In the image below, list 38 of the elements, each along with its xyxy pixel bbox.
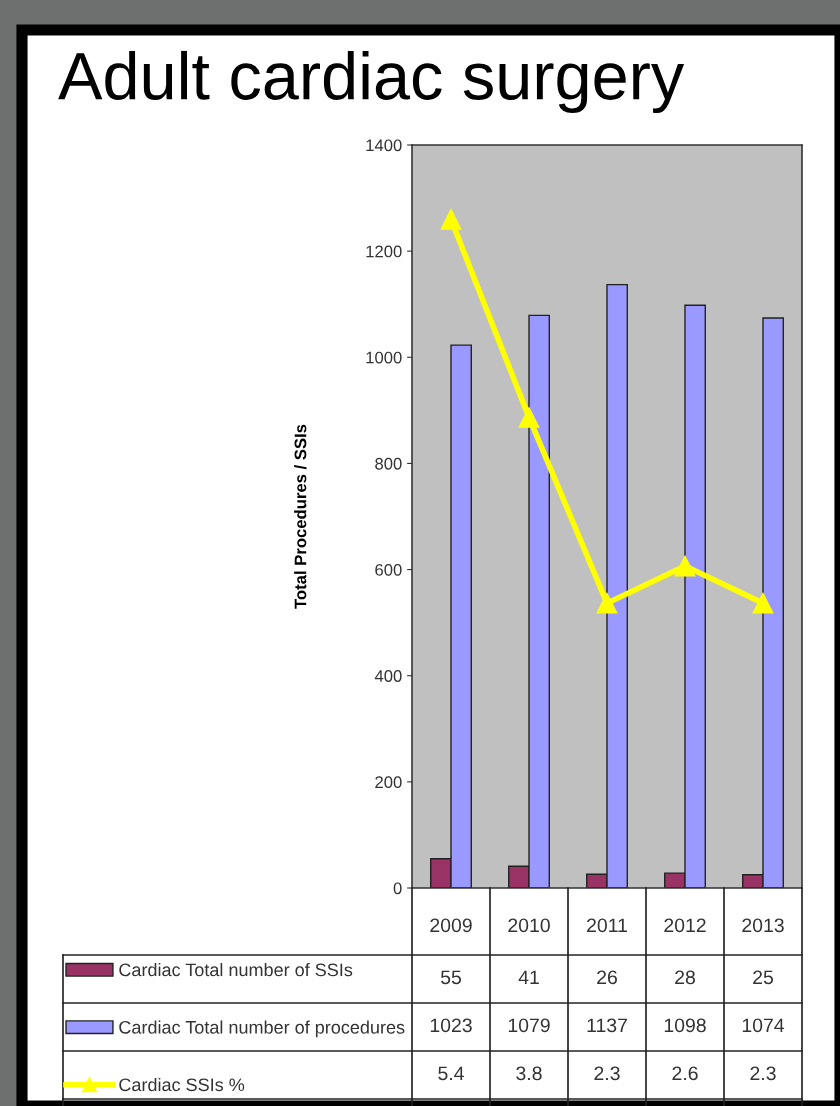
y-tick-label: 400 bbox=[374, 670, 402, 682]
chart-title: Adult cardiac surgery bbox=[58, 50, 685, 114]
point bbox=[674, 555, 696, 577]
data-label: 5.4 bbox=[438, 1066, 464, 1081]
legend-label: Cardiac Total number of SSIs bbox=[119, 963, 353, 977]
y-tick-label: 1400 bbox=[366, 139, 402, 152]
point bbox=[440, 208, 462, 230]
data-label: 1023 bbox=[430, 1018, 472, 1033]
data-label: 1074 bbox=[742, 1018, 785, 1033]
y-tick-label: 600 bbox=[375, 563, 402, 576]
x-tick-label: 2012 bbox=[664, 918, 706, 933]
point bbox=[752, 592, 774, 614]
y-tick-label: 800 bbox=[375, 457, 402, 470]
y-tick-label: 0 bbox=[393, 882, 402, 895]
data-label: 28 bbox=[675, 970, 695, 985]
data-label: 1098 bbox=[664, 1018, 706, 1033]
data-label: 1079 bbox=[508, 1018, 550, 1033]
y-tick-label: 1000 bbox=[366, 351, 402, 364]
y-tick-label: 1200 bbox=[366, 245, 402, 258]
data-label: 2.3 bbox=[594, 1066, 620, 1081]
y-tick-label: 200 bbox=[375, 776, 402, 789]
legend-label: Cardiac Total number of procedures bbox=[119, 1020, 405, 1038]
x-tick-label: 2013 bbox=[742, 918, 784, 933]
x-tick-label: 2010 bbox=[508, 918, 550, 933]
legend-label: Cardiac SSIs % bbox=[119, 1077, 245, 1092]
y-axis-title: Total Procedures / SSIs bbox=[294, 424, 307, 609]
data-label: 3.8 bbox=[516, 1066, 542, 1081]
data-label: 55 bbox=[440, 970, 461, 985]
data-label: 25 bbox=[753, 970, 773, 985]
data-label: 26 bbox=[597, 970, 617, 985]
data-label: 2.3 bbox=[750, 1066, 776, 1081]
point bbox=[518, 407, 540, 428]
data-label: 1137 bbox=[587, 1018, 627, 1033]
x-tick-label: 2009 bbox=[430, 918, 472, 933]
point bbox=[596, 592, 618, 614]
x-tick-label: 2011 bbox=[587, 918, 627, 933]
data-label: 41 bbox=[518, 970, 539, 985]
data-label: 2.6 bbox=[672, 1066, 698, 1081]
